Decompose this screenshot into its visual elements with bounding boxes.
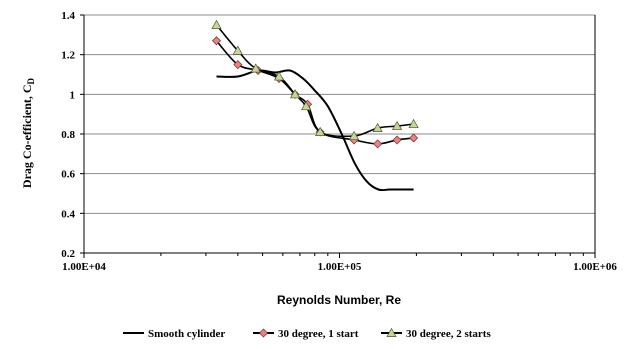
y-tick-label: 0.6 — [61, 169, 75, 181]
data-point — [408, 118, 419, 129]
data-point — [250, 63, 261, 73]
data-point — [211, 36, 221, 46]
x-tick-label: 1.00E+06 — [573, 261, 617, 273]
series-smooth-cylinder — [216, 69, 414, 192]
axes — [80, 14, 596, 258]
series-line — [215, 24, 414, 138]
legend-item-smooth-cylinder: Smooth cylinder — [123, 328, 225, 340]
series-30-degree-1-start — [211, 36, 419, 149]
legend-item-30-degree-1-start: 30 degree, 1 start — [253, 328, 359, 340]
data-point — [289, 89, 301, 99]
y-tick-label: 1 — [70, 89, 76, 101]
data-point — [233, 60, 243, 70]
data-point — [232, 45, 243, 55]
gridlines — [84, 14, 595, 214]
legend-label: 30 degree, 1 start — [278, 328, 359, 340]
y-axis-title: Drag Co-efficient, CD — [20, 77, 36, 188]
data-point — [372, 122, 383, 132]
data-point — [300, 101, 312, 111]
y-tick-label: 0.4 — [61, 208, 75, 220]
y-tick-label: 0.2 — [61, 248, 75, 260]
y-tick-label: 1.4 — [61, 10, 75, 22]
legend-marker — [259, 328, 268, 338]
data-point — [348, 130, 360, 140]
data-point — [392, 135, 402, 145]
legend-marker — [386, 327, 397, 337]
legend-label: Smooth cylinder — [148, 328, 225, 340]
legend-label: 30 degree, 2 starts — [406, 328, 491, 340]
tick-labels: 0.2 0.4 0.6 0.8 1 1.2 1.4 1.00E+04 1.00E+05 1.00E… — [61, 10, 617, 273]
x-tick-label: 1.00E+05 — [318, 261, 362, 273]
x-axis-title: Reynolds Number, Re — [277, 293, 401, 307]
data-point — [409, 133, 419, 143]
data-point — [315, 126, 326, 136]
y-tick-label: 1.2 — [61, 50, 75, 62]
legend-item-30-degree-2-starts: 30 degree, 2 starts — [381, 327, 491, 340]
x-tick-label: 1.00E+04 — [62, 261, 106, 273]
data-point — [273, 71, 285, 81]
y-tick-label: 0.8 — [61, 129, 75, 141]
legend: Smooth cylinder 30 degree, 1 start 30 degr… — [123, 327, 491, 340]
series-line — [215, 40, 414, 145]
series-30-degree-2-starts — [211, 19, 419, 140]
data-point — [391, 120, 403, 131]
series-line — [216, 69, 414, 192]
data-point — [373, 139, 383, 149]
data-point — [211, 19, 222, 29]
data-series — [211, 19, 419, 192]
